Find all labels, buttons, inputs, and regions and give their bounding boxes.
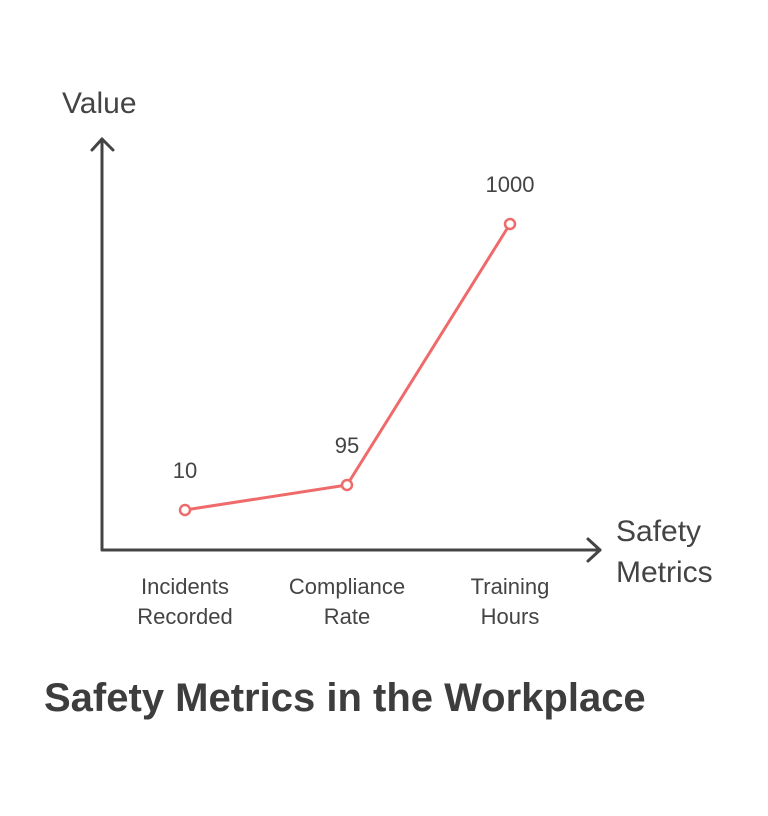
data-point <box>178 503 192 517</box>
data-label: 1000 <box>486 172 535 197</box>
x-tick-label: Training Hours <box>471 574 550 629</box>
x-axis-label-line1: Safety <box>616 515 701 548</box>
points-layer <box>178 217 517 517</box>
series-line <box>184 223 512 512</box>
data-label: 95 <box>335 433 359 458</box>
series-layer <box>184 223 512 512</box>
x-axis-label-line2: Metrics <box>616 556 713 589</box>
x-tick-label: Incidents Recorded <box>137 574 232 629</box>
data-labels-layer: 10 95 1000 <box>173 172 535 483</box>
data-point <box>503 217 517 231</box>
data-label: 10 <box>173 458 197 483</box>
x-tick-label: Compliance Rate <box>289 574 405 629</box>
x-axis-arrow <box>586 537 602 563</box>
line-chart: Value Safety Metrics 10 95 1000 Incidents R… <box>62 87 713 629</box>
y-axis-label: Value <box>62 87 137 120</box>
data-point <box>340 478 354 492</box>
chart-title: Safety Metrics in the Workplace <box>44 676 646 720</box>
x-axis-label: Safety Metrics <box>616 515 713 589</box>
y-axis-arrow <box>90 137 115 152</box>
x-tick-labels: Incidents Recorded Compliance Rate Training H… <box>137 574 549 629</box>
